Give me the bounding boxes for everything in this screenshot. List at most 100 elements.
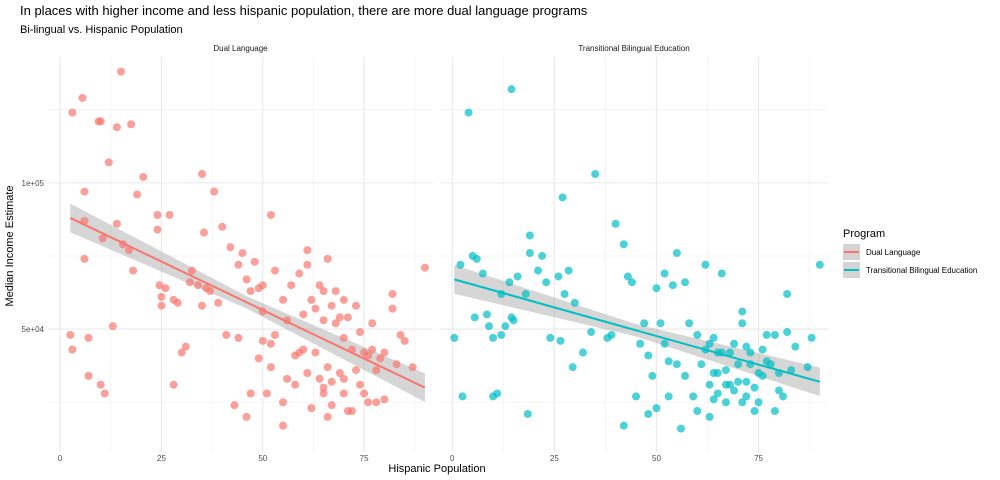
data-point [279, 295, 288, 304]
y-tick-label: 1e+05 [22, 179, 45, 188]
data-point [343, 313, 352, 322]
data-point [388, 304, 397, 313]
data-point [734, 360, 743, 369]
data-point [627, 278, 636, 287]
data-point [279, 398, 288, 407]
data-point [266, 339, 275, 348]
data-point [98, 234, 107, 243]
data-point [560, 290, 569, 298]
data-point [323, 412, 332, 421]
data-point [139, 172, 148, 181]
data-point [721, 366, 730, 375]
data-point [705, 412, 714, 421]
data-point [497, 330, 506, 339]
data-point [738, 319, 747, 328]
data-point [742, 342, 751, 351]
data-point [376, 354, 385, 363]
x-tick-label: 75 [360, 454, 369, 463]
data-point [521, 290, 530, 298]
data-point [352, 366, 360, 375]
y-axis-label: Median Income Estimate [4, 185, 16, 306]
data-point [335, 369, 344, 377]
data-point [774, 386, 783, 395]
panels: Dual Language 0 25 50 75 5e+04 1e+05 Transition… [22, 44, 828, 463]
data-point [542, 278, 551, 287]
data-point [311, 348, 320, 357]
data-point [420, 263, 429, 272]
data-point [222, 330, 231, 339]
data-point [323, 363, 332, 372]
data-point [299, 345, 308, 354]
data-point [270, 266, 279, 275]
data-point [311, 304, 320, 313]
chart-title: In places with higher income and less hi… [20, 3, 588, 18]
data-point [129, 266, 138, 275]
data-point [331, 319, 340, 328]
data-point [558, 193, 567, 202]
data-point [803, 363, 812, 372]
data-point [534, 266, 543, 275]
data-point [80, 254, 89, 263]
data-point [705, 339, 714, 348]
data-point [193, 281, 202, 290]
data-point [250, 257, 259, 266]
data-point [68, 345, 77, 354]
data-point [717, 269, 726, 278]
data-point [762, 330, 771, 339]
data-point [347, 407, 356, 416]
data-point [307, 404, 316, 413]
data-point [734, 377, 743, 386]
data-point [482, 310, 491, 319]
data-point [623, 272, 632, 281]
data-point [112, 219, 121, 228]
data-point [570, 298, 579, 307]
data-point [84, 371, 93, 380]
data-point [368, 319, 377, 328]
data-point [689, 392, 698, 401]
data-point [693, 330, 702, 339]
legend-label: Dual Language [866, 248, 921, 257]
data-point [295, 269, 304, 278]
data-point [730, 339, 739, 348]
data-point [656, 319, 665, 328]
data-point [705, 380, 714, 389]
data-point [607, 330, 616, 339]
data-point [750, 383, 759, 392]
data-point [372, 366, 381, 375]
data-point [730, 386, 739, 395]
data-point [568, 363, 577, 372]
data-point [713, 369, 722, 377]
data-point [525, 231, 534, 240]
panel-strip-label: Transitional Bilingual Education [578, 44, 689, 53]
data-point [364, 351, 373, 360]
data-point [339, 333, 348, 342]
data-point [96, 380, 105, 389]
data-point [214, 298, 223, 307]
data-point [230, 401, 239, 410]
data-point [356, 380, 365, 389]
data-point [783, 328, 792, 337]
trend-line [69, 217, 426, 389]
data-point [587, 328, 596, 337]
data-point [283, 374, 292, 383]
x-axis-label: Hispanic Population [388, 463, 485, 475]
chart-subtitle: Bi-lingual vs. Hispanic Population [20, 24, 183, 36]
data-point [472, 254, 481, 263]
data-point [319, 389, 328, 398]
data-point [335, 313, 344, 322]
data-point [725, 348, 734, 357]
data-point [96, 117, 105, 126]
data-point [408, 363, 417, 372]
data-point [681, 371, 690, 380]
data-point [234, 260, 243, 269]
data-point [546, 333, 555, 342]
data-point [478, 269, 487, 278]
data-point [327, 301, 336, 310]
data-point [507, 85, 516, 94]
data-point [360, 389, 369, 398]
data-point [339, 295, 348, 304]
data-point [169, 380, 178, 389]
data-point [319, 287, 328, 296]
data-point [619, 421, 628, 430]
